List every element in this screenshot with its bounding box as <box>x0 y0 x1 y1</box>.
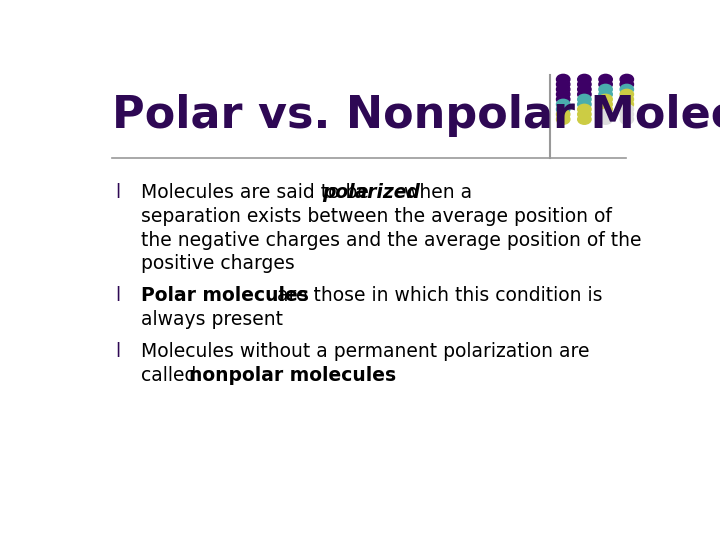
Text: called: called <box>141 366 203 385</box>
Text: the negative charges and the average position of the: the negative charges and the average pos… <box>141 231 642 249</box>
Text: polarized: polarized <box>323 183 420 202</box>
Circle shape <box>599 79 612 89</box>
Circle shape <box>620 84 634 94</box>
Circle shape <box>620 79 634 89</box>
Circle shape <box>620 99 634 109</box>
Circle shape <box>557 79 570 89</box>
Circle shape <box>577 79 591 89</box>
Circle shape <box>557 89 570 99</box>
Circle shape <box>599 94 612 104</box>
Text: Molecules without a permanent polarization are: Molecules without a permanent polarizati… <box>141 342 590 361</box>
Circle shape <box>599 75 612 84</box>
Text: positive charges: positive charges <box>141 254 295 273</box>
Circle shape <box>577 104 591 114</box>
Circle shape <box>620 109 634 119</box>
Circle shape <box>557 109 570 119</box>
Text: l: l <box>115 183 120 202</box>
Text: l: l <box>115 342 120 361</box>
Circle shape <box>577 84 591 94</box>
Circle shape <box>577 99 591 109</box>
Circle shape <box>557 84 570 94</box>
Circle shape <box>620 75 634 84</box>
Text: l: l <box>115 286 120 306</box>
Circle shape <box>577 94 591 104</box>
Circle shape <box>577 109 591 119</box>
Text: Polar molecules: Polar molecules <box>141 286 309 306</box>
Circle shape <box>557 114 570 124</box>
Circle shape <box>557 94 570 104</box>
Circle shape <box>599 84 612 94</box>
Circle shape <box>577 75 591 84</box>
Circle shape <box>599 104 612 114</box>
Circle shape <box>620 114 634 124</box>
Text: when a: when a <box>398 183 472 202</box>
Circle shape <box>620 89 634 99</box>
Circle shape <box>557 104 570 114</box>
Circle shape <box>577 114 591 124</box>
Text: nonpolar molecules: nonpolar molecules <box>189 366 396 385</box>
Circle shape <box>599 99 612 109</box>
Circle shape <box>557 99 570 109</box>
Circle shape <box>577 89 591 99</box>
Circle shape <box>557 75 570 84</box>
Circle shape <box>599 114 612 124</box>
Text: Molecules are said to be: Molecules are said to be <box>141 183 375 202</box>
Text: always present: always present <box>141 310 284 329</box>
Circle shape <box>620 94 634 104</box>
Circle shape <box>599 89 612 99</box>
Text: separation exists between the average position of: separation exists between the average po… <box>141 207 612 226</box>
Text: Polar vs. Nonpolar Molecules: Polar vs. Nonpolar Molecules <box>112 94 720 137</box>
Circle shape <box>620 104 634 114</box>
Text: are those in which this condition is: are those in which this condition is <box>271 286 603 306</box>
Circle shape <box>599 109 612 119</box>
